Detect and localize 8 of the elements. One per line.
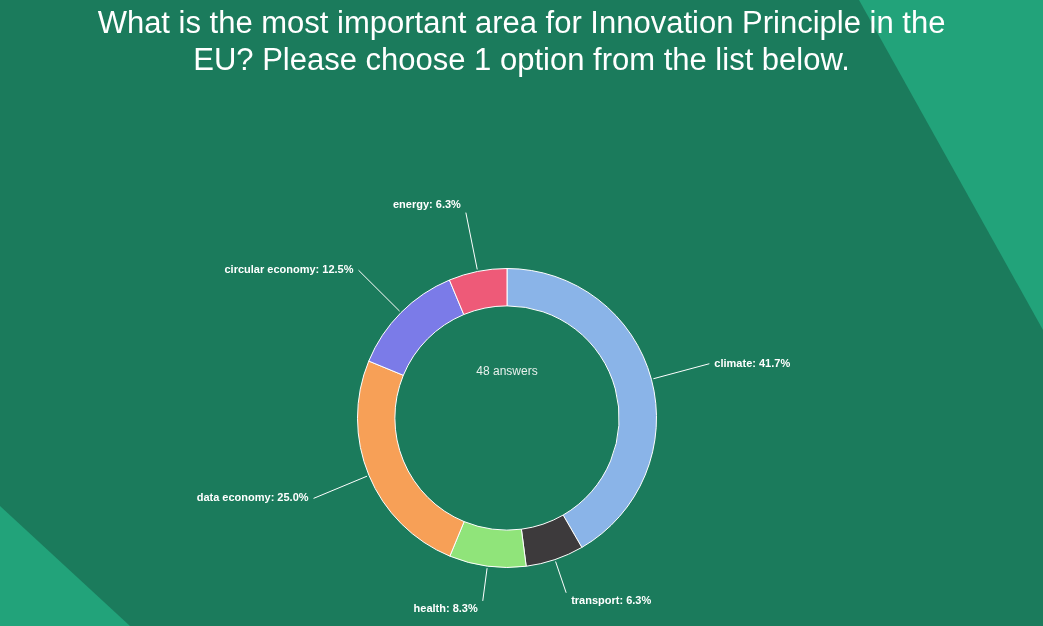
chart-title: What is the most important area for Innovation Principle in the EU? Please choose 1 option from the list below. [96,4,947,78]
text: 48 answers [475,364,539,379]
slice-label: transport: 6.3% [571,593,652,606]
slice-label: circular economy: 12.5% [224,263,354,276]
slice-label: health: 8.3% [413,601,478,614]
slice-label: energy: 6.3% [392,197,462,210]
slice-label: data economy: 25.0% [196,491,309,504]
slice-label: climate: 41.7% [714,356,791,369]
